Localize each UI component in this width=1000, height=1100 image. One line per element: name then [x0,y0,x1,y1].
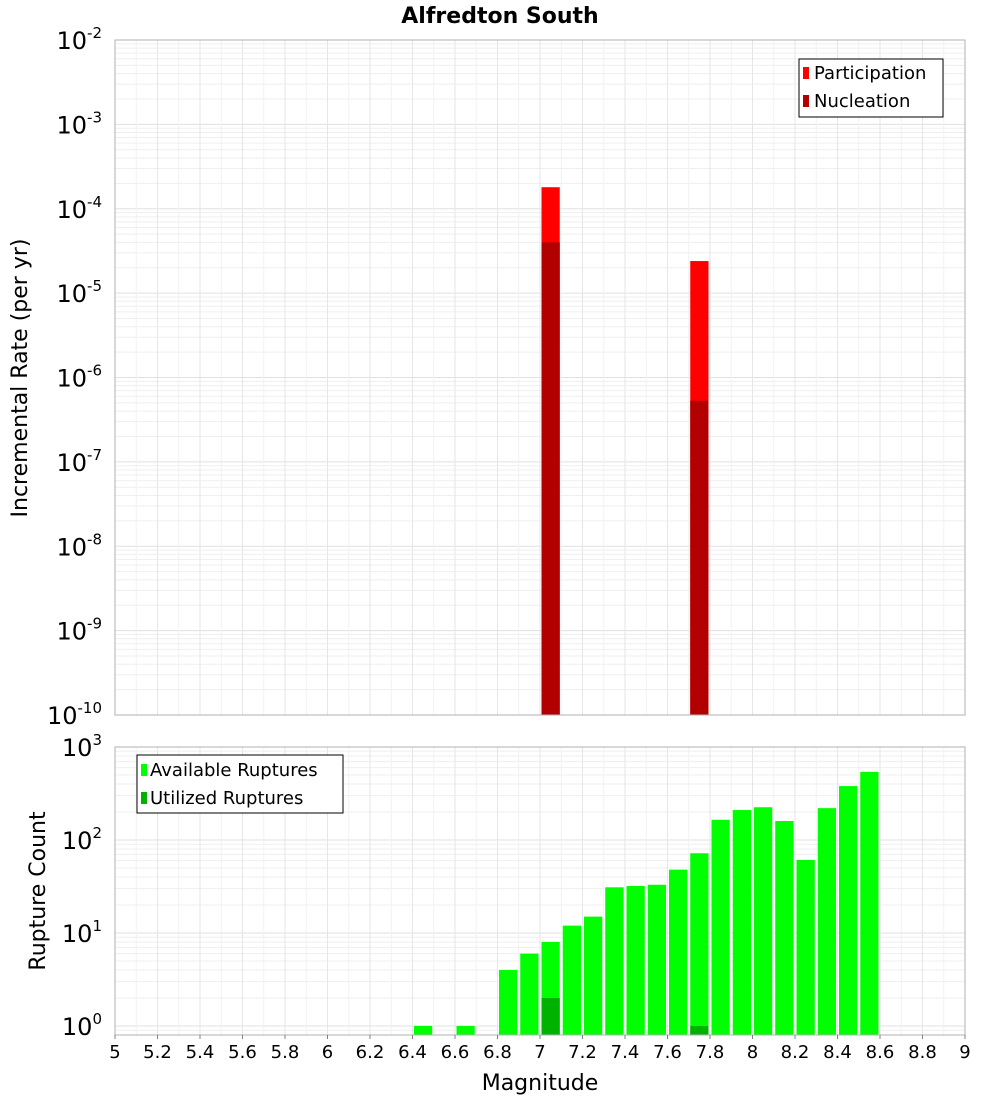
bottom-plot-bars [414,771,879,1035]
x-tick-label: 8.4 [823,1042,852,1063]
y-tick: 10-6 [56,362,102,393]
y-tick-label: 103 [62,731,102,762]
top-plot-frame [114,39,966,716]
x-tick-label: 5.2 [143,1042,172,1063]
y-tick: 10-9 [56,615,102,646]
bar-nucleation [541,242,560,716]
x-tick-label: 5.8 [271,1042,300,1063]
y-tick-label: 10-7 [56,446,102,477]
x-tick-label: 7 [534,1042,545,1063]
y-tick-label: 10-5 [56,277,102,308]
x-tick-label: 7.8 [696,1042,725,1063]
y-tick-label: 102 [62,824,102,855]
bar-available-ruptures [456,1025,475,1035]
bar-available-ruptures [839,786,858,1035]
bottom-legend: Available Ruptures Utilized Ruptures [136,754,344,814]
top-legend: Participation Nucleation [798,58,944,118]
bar-available-ruptures [754,807,773,1035]
bar-available-ruptures [690,853,709,1035]
y-tick: 10-10 [47,699,102,730]
x-tick-label: 9 [959,1042,970,1063]
legend-swatch-available-ruptures [141,764,147,776]
y-tick: 10-2 [56,24,102,55]
y-tick: 100 [62,1010,102,1041]
bar-available-ruptures [626,886,645,1035]
bar-available-ruptures [499,969,518,1035]
bottom-y-axis-label: Rupture Count [26,811,51,971]
top-y-axis-label: Incremental Rate (per yr) [8,239,33,518]
x-tick-label: 6.8 [483,1042,512,1063]
legend-label-utilized-ruptures: Utilized Ruptures [150,788,303,809]
y-tick: 10-3 [56,108,102,139]
bar-nucleation [690,400,709,715]
x-tick-label: 6 [322,1042,333,1063]
bar-available-ruptures [711,819,730,1035]
y-tick: 102 [62,824,102,855]
y-tick: 101 [62,917,102,948]
x-tick-label: 6.6 [441,1042,470,1063]
x-tick-label: 6.2 [356,1042,385,1063]
bar-available-ruptures [605,887,624,1035]
bottom-legend-box [136,754,344,814]
bar-available-ruptures [817,808,836,1035]
bottom-y-tick-labels: 100 101 102 103 [62,731,102,1041]
bar-available-ruptures [796,859,815,1035]
y-tick: 10-5 [56,277,102,308]
bar-available-ruptures [520,953,539,1035]
y-tick-label: 10-6 [56,362,102,393]
x-tick-label: 5 [109,1042,120,1063]
x-tick-label: 6.4 [398,1042,427,1063]
bar-utilized-ruptures [690,1025,709,1035]
y-tick: 10-4 [56,193,102,224]
x-tick-label: 8.6 [866,1042,895,1063]
top-plot-bars [541,187,709,716]
y-tick-label: 100 [62,1010,102,1041]
chart-title: Alfredton South [401,4,598,29]
x-tick-label: 5.4 [186,1042,215,1063]
bar-available-ruptures [775,821,794,1035]
x-tick-label: 7.4 [611,1042,640,1063]
y-tick-label: 10-10 [47,699,102,730]
bar-available-ruptures [860,771,879,1035]
x-axis-label: Magnitude [482,1071,599,1096]
legend-label-available-ruptures: Available Ruptures [150,760,318,781]
bar-available-ruptures [732,810,751,1035]
legend-swatch-nucleation [803,95,809,107]
bar-available-ruptures [562,925,581,1035]
top-legend-box [798,58,944,118]
y-tick-label: 10-3 [56,108,102,139]
top-y-tick-labels: 10-10 10-9 10-8 10-7 10-6 10-5 10-4 10-3 10-2 [47,24,102,730]
y-tick-label: 101 [62,917,102,948]
bar-available-ruptures [414,1025,433,1035]
x-tick-labels: 5 5.2 5.4 5.6 5.8 6 6.2 6.4 6.6 6.8 7 7.2 7.4 7.6 7.8 8… [109,1035,971,1063]
y-tick: 103 [62,731,102,762]
y-tick: 10-7 [56,446,102,477]
x-tick-label: 8.2 [781,1042,810,1063]
x-tick-label: 7.2 [568,1042,597,1063]
y-tick-label: 10-9 [56,615,102,646]
x-tick-label: 8 [747,1042,758,1063]
x-tick-label: 7.6 [653,1042,682,1063]
legend-swatch-utilized-ruptures [141,792,147,804]
bar-utilized-ruptures [541,997,560,1035]
legend-label-nucleation: Nucleation [814,91,910,112]
top-plot-grid [114,40,966,716]
y-tick-label: 10-8 [56,530,102,561]
x-tick-label: 5.6 [228,1042,257,1063]
legend-swatch-participation [803,67,809,79]
x-tick-label: 8.8 [908,1042,937,1063]
y-tick-label: 10-2 [56,24,102,55]
bar-available-ruptures [647,884,666,1035]
bar-available-ruptures [584,916,603,1035]
legend-label-participation: Participation [814,63,926,84]
y-tick: 10-8 [56,530,102,561]
y-tick-label: 10-4 [56,193,102,224]
bar-available-ruptures [669,869,688,1035]
